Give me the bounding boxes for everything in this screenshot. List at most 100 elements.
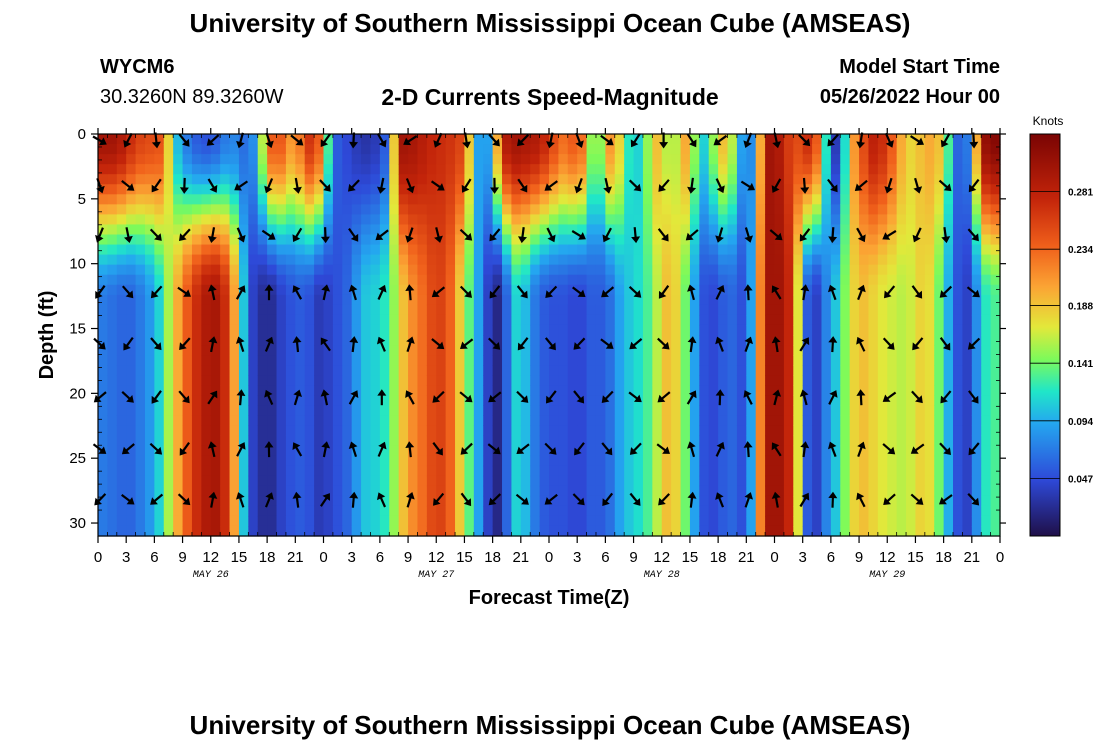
heatmap-cell	[821, 184, 832, 195]
heatmap-cell	[398, 365, 409, 376]
heatmap-cell	[464, 365, 475, 376]
current-arrow	[236, 389, 246, 406]
heatmap-cell	[661, 284, 672, 296]
heatmap-cell	[689, 164, 700, 175]
current-arrow	[713, 134, 728, 146]
heatmap-cell	[774, 405, 785, 416]
heatmap-cell	[821, 324, 832, 336]
heatmap-cell	[539, 525, 550, 537]
heatmap-cell	[398, 234, 409, 246]
heatmap-cell	[248, 415, 259, 427]
heatmap-cell	[530, 485, 541, 497]
heatmap-cell	[285, 435, 296, 447]
heatmap-cell	[370, 445, 381, 457]
heatmap-cell	[736, 194, 747, 205]
heatmap-cell	[502, 425, 513, 437]
heatmap-cell	[163, 164, 174, 175]
heatmap-cell	[539, 515, 550, 527]
heatmap-cell	[915, 144, 926, 155]
heatmap-cell	[953, 254, 964, 266]
heatmap-cell	[680, 164, 691, 175]
heatmap-cell	[783, 385, 794, 396]
heatmap-cell	[680, 415, 691, 427]
heatmap-cell	[361, 134, 372, 145]
heatmap-cell	[962, 154, 973, 165]
heatmap-cell	[370, 455, 381, 467]
heatmap-cell	[887, 194, 898, 205]
heatmap-cell	[877, 415, 888, 427]
heatmap-cell	[924, 475, 935, 487]
heatmap-cell	[896, 525, 907, 537]
heatmap-cell	[774, 194, 785, 205]
heatmap-cell	[126, 355, 137, 366]
heatmap-cell	[417, 415, 428, 427]
heatmap-cell	[520, 435, 531, 447]
heatmap-cell	[830, 264, 841, 276]
heatmap-cell	[680, 365, 691, 376]
heatmap-cell	[332, 505, 343, 517]
current-arrow	[236, 336, 245, 353]
current-arrow	[377, 492, 387, 508]
heatmap-cell	[116, 134, 127, 145]
heatmap-cell	[868, 445, 879, 457]
heatmap-cell	[464, 455, 475, 467]
heatmap-cell	[718, 375, 729, 386]
heatmap-cell	[267, 475, 278, 487]
heatmap-cell	[953, 475, 964, 487]
heatmap-cell	[107, 144, 118, 155]
heatmap-cell	[906, 465, 917, 477]
heatmap-cell	[699, 234, 710, 246]
heatmap-cell	[896, 345, 907, 356]
x-tick-label: 12	[428, 549, 445, 566]
heatmap-cell	[229, 445, 240, 457]
heatmap-cell	[896, 164, 907, 175]
heatmap-cell	[549, 154, 559, 165]
current-arrow	[658, 493, 670, 506]
heatmap-cell	[389, 415, 400, 427]
heatmap-cell	[859, 485, 870, 497]
heatmap-cell	[332, 355, 343, 366]
heatmap-cell	[868, 164, 879, 175]
heatmap-cell	[558, 174, 569, 185]
heatmap-cell	[483, 234, 494, 246]
heatmap-cell	[163, 184, 174, 195]
heatmap-cell	[971, 425, 982, 437]
heatmap-cell	[689, 254, 700, 266]
heatmap-cell	[840, 355, 851, 366]
heatmap-cell	[445, 475, 456, 487]
heatmap-cell	[896, 204, 907, 215]
current-arrow	[798, 134, 811, 147]
heatmap-cell	[924, 365, 935, 376]
heatmap-cell	[351, 294, 362, 306]
heatmap-cell	[793, 284, 804, 296]
heatmap-cell	[783, 224, 794, 236]
heatmap-cell	[661, 365, 672, 376]
heatmap-cell	[605, 425, 616, 437]
heatmap-cell	[671, 154, 682, 165]
heatmap-cell	[342, 274, 353, 286]
heatmap-cell	[154, 505, 165, 517]
heatmap-cell	[492, 314, 503, 326]
heatmap-cell	[229, 294, 240, 306]
heatmap-cell	[361, 234, 372, 246]
heatmap-cell	[238, 314, 249, 326]
heatmap-cell	[267, 154, 278, 165]
heatmap-cell	[464, 264, 475, 276]
heatmap-cell	[304, 345, 315, 356]
heatmap-cell	[408, 164, 419, 175]
heatmap-cell	[314, 505, 325, 517]
heatmap-cell	[276, 134, 287, 145]
heatmap-cell	[530, 304, 541, 316]
heatmap-cell	[445, 385, 456, 396]
heatmap-cell	[830, 485, 841, 497]
heatmap-cell	[436, 224, 447, 236]
heatmap-cell	[351, 304, 362, 316]
heatmap-cell	[586, 475, 597, 487]
heatmap-cell	[455, 164, 466, 175]
heatmap-cell	[558, 254, 569, 266]
heatmap-cell	[915, 425, 926, 437]
heatmap-cell	[755, 274, 766, 286]
heatmap-cell	[755, 345, 766, 356]
heatmap-cell	[971, 264, 982, 276]
current-arrow	[827, 133, 839, 147]
